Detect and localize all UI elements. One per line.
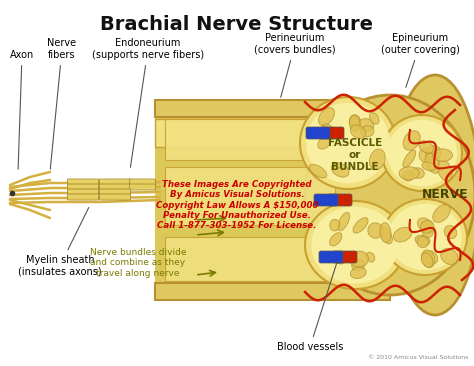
Ellipse shape xyxy=(330,219,340,231)
Ellipse shape xyxy=(380,223,391,242)
Ellipse shape xyxy=(358,119,374,131)
Ellipse shape xyxy=(433,149,453,161)
Ellipse shape xyxy=(403,171,413,181)
Ellipse shape xyxy=(387,120,457,186)
Text: These Images Are Copyrighted
By Amicus Visual Solutions.
Copyright Law Allows A : These Images Are Copyrighted By Amicus V… xyxy=(156,180,318,230)
Ellipse shape xyxy=(422,226,433,238)
Ellipse shape xyxy=(351,125,366,139)
FancyBboxPatch shape xyxy=(319,251,343,263)
Ellipse shape xyxy=(382,115,462,191)
FancyBboxPatch shape xyxy=(100,194,130,200)
Text: Endoneurium
(supports nerve fibers): Endoneurium (supports nerve fibers) xyxy=(92,38,204,167)
FancyBboxPatch shape xyxy=(67,179,99,185)
FancyBboxPatch shape xyxy=(129,184,155,190)
Ellipse shape xyxy=(352,259,365,271)
Ellipse shape xyxy=(368,223,383,238)
FancyBboxPatch shape xyxy=(67,194,99,200)
Ellipse shape xyxy=(420,220,434,233)
Text: Nerve
fibers: Nerve fibers xyxy=(47,38,77,169)
Ellipse shape xyxy=(349,116,360,131)
Ellipse shape xyxy=(422,162,436,171)
Text: Blood vessels: Blood vessels xyxy=(277,262,343,352)
Ellipse shape xyxy=(388,204,462,270)
Ellipse shape xyxy=(369,149,385,170)
FancyBboxPatch shape xyxy=(306,127,330,139)
Ellipse shape xyxy=(403,131,420,150)
Ellipse shape xyxy=(305,201,405,289)
Ellipse shape xyxy=(318,136,331,149)
FancyBboxPatch shape xyxy=(67,184,99,190)
Ellipse shape xyxy=(403,150,416,167)
FancyBboxPatch shape xyxy=(100,179,130,185)
Ellipse shape xyxy=(370,113,379,124)
Ellipse shape xyxy=(415,235,430,246)
FancyBboxPatch shape xyxy=(129,179,155,185)
Ellipse shape xyxy=(393,227,412,242)
Ellipse shape xyxy=(419,141,434,153)
Text: © 2010 Amicus Visual Solutions: © 2010 Amicus Visual Solutions xyxy=(368,355,468,360)
Ellipse shape xyxy=(321,124,335,139)
Text: Perineurium
(covers bundles): Perineurium (covers bundles) xyxy=(254,33,336,97)
Ellipse shape xyxy=(390,75,474,315)
Ellipse shape xyxy=(411,168,424,178)
Ellipse shape xyxy=(433,205,450,223)
Ellipse shape xyxy=(305,95,474,295)
Ellipse shape xyxy=(334,255,345,264)
Ellipse shape xyxy=(361,126,374,137)
Ellipse shape xyxy=(421,253,433,267)
Ellipse shape xyxy=(444,225,457,239)
FancyBboxPatch shape xyxy=(328,194,352,206)
Ellipse shape xyxy=(300,97,396,189)
Text: Myelin sheath
(insulates axons): Myelin sheath (insulates axons) xyxy=(18,208,102,277)
Polygon shape xyxy=(165,119,335,160)
FancyBboxPatch shape xyxy=(100,189,130,195)
Ellipse shape xyxy=(350,268,366,279)
Polygon shape xyxy=(155,100,390,117)
Ellipse shape xyxy=(350,251,368,267)
Ellipse shape xyxy=(419,148,432,162)
Polygon shape xyxy=(165,167,335,225)
Ellipse shape xyxy=(309,164,327,178)
Ellipse shape xyxy=(331,163,349,177)
Ellipse shape xyxy=(418,218,432,232)
Text: Brachial Nerve Structure: Brachial Nerve Structure xyxy=(100,15,374,34)
Ellipse shape xyxy=(426,146,441,160)
Ellipse shape xyxy=(349,115,360,128)
Polygon shape xyxy=(165,237,335,281)
Ellipse shape xyxy=(441,248,458,265)
Ellipse shape xyxy=(399,167,419,180)
Polygon shape xyxy=(155,283,390,300)
Polygon shape xyxy=(155,119,340,147)
Text: FASCICLE
or
BUNDLE: FASCICLE or BUNDLE xyxy=(328,138,382,172)
Ellipse shape xyxy=(311,206,399,284)
Ellipse shape xyxy=(425,153,440,173)
Ellipse shape xyxy=(423,251,438,264)
Text: Nerve bundles divide
and combine as they
travel along nerve: Nerve bundles divide and combine as they… xyxy=(90,248,186,278)
Ellipse shape xyxy=(438,160,452,181)
Ellipse shape xyxy=(417,236,428,248)
FancyBboxPatch shape xyxy=(333,251,357,263)
Text: Axon: Axon xyxy=(10,50,34,169)
FancyBboxPatch shape xyxy=(67,189,99,195)
Ellipse shape xyxy=(381,227,392,244)
Polygon shape xyxy=(155,117,390,283)
Ellipse shape xyxy=(306,103,390,183)
Ellipse shape xyxy=(383,199,467,275)
Text: NERVE: NERVE xyxy=(422,188,468,202)
Ellipse shape xyxy=(319,108,335,126)
FancyBboxPatch shape xyxy=(100,184,130,190)
Text: Epineurium
(outer covering): Epineurium (outer covering) xyxy=(381,33,459,87)
Ellipse shape xyxy=(366,252,375,262)
Ellipse shape xyxy=(329,233,342,246)
Ellipse shape xyxy=(338,212,350,231)
Ellipse shape xyxy=(421,250,435,268)
FancyBboxPatch shape xyxy=(314,194,338,206)
FancyBboxPatch shape xyxy=(320,127,344,139)
Ellipse shape xyxy=(353,218,368,233)
